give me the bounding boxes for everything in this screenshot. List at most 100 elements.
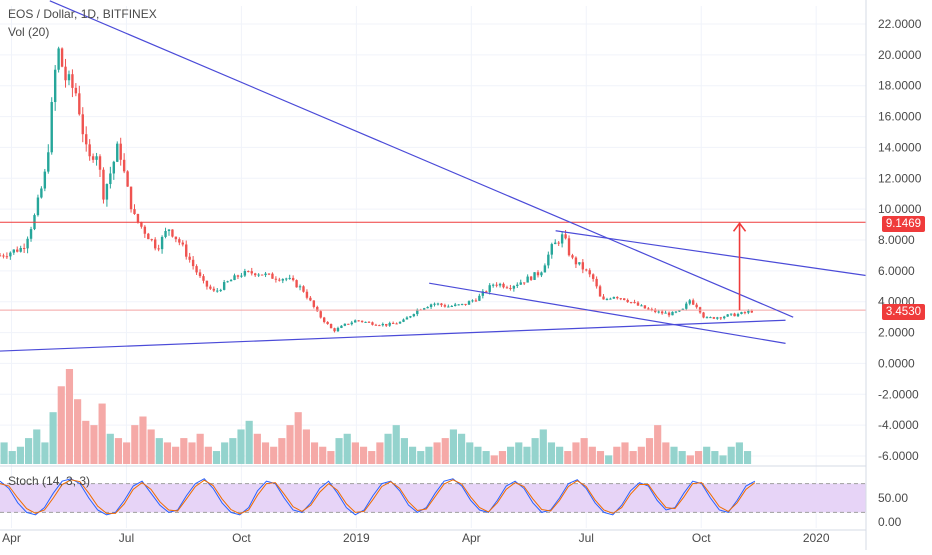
volume-bar — [441, 438, 449, 464]
candle — [50, 102, 53, 153]
candle — [457, 304, 460, 306]
candle — [502, 283, 505, 288]
candle — [671, 311, 674, 316]
candle — [274, 278, 278, 280]
candle — [454, 304, 457, 307]
volume-bar — [319, 446, 327, 464]
candle — [147, 233, 150, 240]
candle — [88, 144, 91, 157]
candle — [626, 299, 629, 303]
volume-bar — [163, 442, 172, 464]
candle — [191, 259, 195, 267]
candle — [623, 298, 626, 300]
candle — [336, 327, 340, 332]
time-axis-label: Oct — [232, 531, 251, 545]
stoch-k-line — [0, 478, 756, 516]
time-axis-label: Jul — [579, 531, 594, 545]
candle — [378, 325, 381, 327]
candle — [729, 313, 733, 315]
candle — [550, 244, 553, 255]
candle — [26, 238, 29, 249]
volume-bar — [727, 446, 735, 464]
candle — [395, 323, 398, 325]
volume-bar — [629, 451, 637, 464]
price-axis-label: 6.0000 — [878, 264, 915, 278]
candle — [385, 323, 388, 326]
candle — [329, 324, 333, 329]
candle — [198, 272, 202, 277]
volume-bar — [98, 403, 106, 464]
candle — [295, 280, 298, 288]
candle — [302, 286, 305, 292]
candle — [181, 242, 184, 245]
candle — [43, 171, 47, 189]
candle — [185, 244, 188, 257]
volume-bar — [580, 438, 588, 464]
volume-bar — [531, 438, 539, 464]
candle — [347, 323, 350, 325]
volume-bar — [654, 425, 662, 464]
candle — [371, 322, 374, 325]
candle — [574, 257, 578, 265]
candle — [478, 295, 481, 301]
volume-bar — [155, 438, 163, 464]
candle — [316, 306, 319, 312]
candle — [354, 320, 357, 323]
volume-bar — [621, 442, 629, 464]
candle — [436, 303, 440, 305]
candle — [609, 298, 612, 300]
candle — [222, 282, 226, 290]
candle — [636, 302, 640, 306]
candle — [657, 311, 660, 313]
volume-bar — [310, 442, 319, 464]
candle — [281, 279, 284, 281]
volume-bar — [498, 451, 507, 464]
candle — [157, 248, 160, 250]
volume-bar — [25, 438, 33, 464]
volume-bar — [237, 429, 245, 464]
candle — [519, 282, 522, 285]
candle — [74, 87, 78, 94]
price-axis-label: 10.0000 — [878, 202, 922, 216]
candle — [95, 156, 98, 160]
candle — [298, 286, 302, 288]
volume-bar — [564, 451, 572, 464]
candle — [140, 222, 143, 227]
candle — [291, 277, 295, 281]
candle — [388, 322, 391, 326]
candle — [153, 239, 157, 249]
candle — [271, 273, 274, 279]
candle — [250, 271, 253, 274]
candle — [40, 188, 43, 198]
volume-bar — [16, 446, 25, 464]
candle — [571, 255, 574, 258]
volume-bar — [743, 451, 752, 464]
volume-bar — [596, 451, 605, 464]
candle — [178, 239, 181, 243]
candle — [578, 262, 581, 265]
candle — [678, 310, 681, 312]
volume-bar — [474, 446, 482, 464]
candle — [467, 301, 471, 305]
candle — [516, 284, 519, 286]
candle — [78, 93, 81, 115]
candle — [288, 277, 291, 279]
candle — [85, 134, 88, 145]
volume-bar — [33, 429, 41, 464]
volume-bar — [368, 451, 376, 464]
volume-bar — [670, 446, 678, 464]
candle — [716, 317, 719, 319]
candle — [257, 274, 260, 276]
candle — [412, 314, 416, 317]
volume-bar — [539, 429, 547, 464]
candle — [533, 272, 536, 280]
volume-bar — [253, 433, 261, 464]
candle — [422, 308, 426, 310]
candle — [629, 302, 633, 304]
candle — [733, 313, 736, 317]
volume-bar — [114, 438, 123, 464]
volume-bar — [376, 442, 384, 464]
price-axis-label: 8.0000 — [878, 233, 915, 247]
